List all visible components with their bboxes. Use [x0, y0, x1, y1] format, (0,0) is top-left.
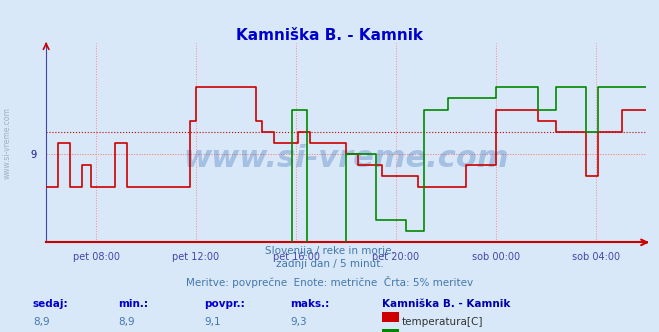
Text: www.si-vreme.com: www.si-vreme.com [3, 107, 12, 179]
Text: 9,3: 9,3 [290, 317, 306, 327]
Text: Meritve: povprečne  Enote: metrične  Črta: 5% meritev: Meritve: povprečne Enote: metrične Črta:… [186, 276, 473, 288]
Text: sedaj:: sedaj: [33, 299, 69, 309]
Text: 8,9: 8,9 [33, 317, 49, 327]
Text: Slovenija / reke in morje.: Slovenija / reke in morje. [264, 246, 395, 256]
Bar [295, 265, 304, 332]
Text: zadnji dan / 5 minut.: zadnji dan / 5 minut. [275, 259, 384, 269]
Text: 9,1: 9,1 [204, 317, 221, 327]
Text: Kamniška B. - Kamnik: Kamniška B. - Kamnik [382, 299, 511, 309]
Text: temperatura[C]: temperatura[C] [402, 317, 484, 327]
Text: maks.:: maks.: [290, 299, 330, 309]
Bar [295, 265, 304, 332]
Text: povpr.:: povpr.: [204, 299, 245, 309]
Text: www.si-vreme.com: www.si-vreme.com [183, 144, 509, 173]
Text: Kamniška B. - Kamnik: Kamniška B. - Kamnik [236, 28, 423, 43]
Text: 8,9: 8,9 [119, 317, 135, 327]
Text: min.:: min.: [119, 299, 149, 309]
